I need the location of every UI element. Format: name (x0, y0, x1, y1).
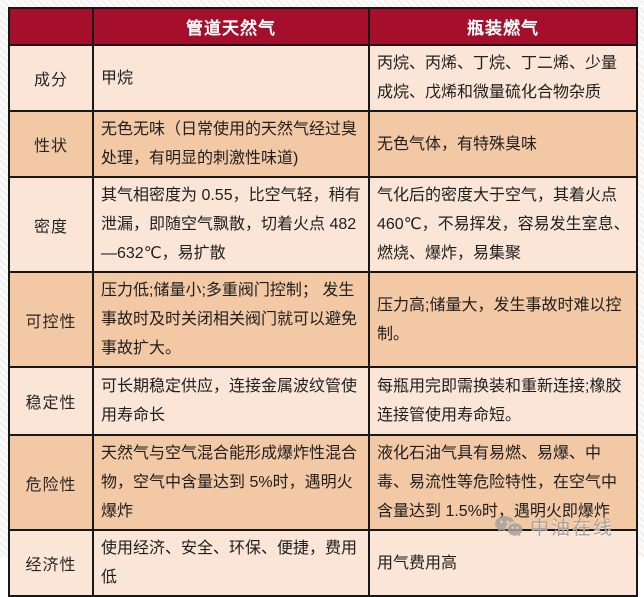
cell-pipeline-stability: 可长期稳定供应，连接金属波纹管使用寿命长 (92, 366, 370, 436)
table-row: 危险性 天然气与空气混合能形成爆炸性混合物，空气中含量达到 5%时，遇明火爆炸 … (8, 434, 638, 531)
header-bottled-gas: 瓶装燃气 (368, 7, 638, 46)
header-pipeline-gas: 管道天然气 (92, 7, 370, 46)
row-label-composition: 成分 (8, 44, 94, 112)
cell-pipeline-density: 其气相密度为 0.55，比空气轻，稍有泄漏，即随空气飘散，切着火点 482—63… (92, 176, 370, 273)
cell-bottled-composition: 丙烷、丙烯、丁烷、丁二烯、少量成烷、戊烯和微量硫化合物杂质 (368, 44, 638, 112)
cell-pipeline-danger: 天然气与空气混合能形成爆炸性混合物，空气中含量达到 5%时，遇明火爆炸 (92, 434, 370, 531)
header-corner-cell (8, 7, 94, 46)
watermark-text: 中油在线 (529, 518, 614, 539)
table-row: 可控性 压力低;储量小;多重阀门控制； 发生事故时及时关闭相关阀门就可以避免事故… (8, 271, 638, 368)
cell-bottled-controllability: 压力高;储量大，发生事故时难以控制。 (368, 271, 638, 368)
table-row: 成分 甲烷 丙烷、丙烯、丁烷、丁二烯、少量成烷、戊烯和微量硫化合物杂质 (8, 44, 638, 112)
cell-bottled-stability: 每瓶用完即需换装和重新连接;橡胶连接管使用寿命短。 (368, 366, 638, 436)
row-label-properties: 性状 (8, 110, 94, 178)
row-label-danger: 危险性 (8, 434, 94, 531)
cell-pipeline-controllability: 压力低;储量小;多重阀门控制； 发生事故时及时关闭相关阀门就可以避免事故扩大。 (92, 271, 370, 368)
row-label-density: 密度 (8, 176, 94, 273)
cell-bottled-properties: 无色气体，有特殊臭味 (368, 110, 638, 178)
cell-pipeline-composition: 甲烷 (92, 44, 370, 112)
cell-bottled-density: 气化后的密度大于空气，其着火点460℃，不易挥发，容易发生室息、燃烧、爆炸，易集… (368, 176, 638, 273)
cell-bottled-danger: 液化石油气具有易燃、易爆、中毒、易流性等危险特性，在空气中含量达到 1.5%时，… (368, 434, 638, 531)
cell-pipeline-economy: 使用经济、安全、环保、便捷，费用低 (92, 529, 370, 597)
wechat-logo-icon (494, 515, 523, 538)
table-row: 性状 无色无味（日常使用的天然气经过臭处理，有明显的刺激性味道) 无色气体，有特… (8, 110, 638, 178)
row-label-economy: 经济性 (8, 529, 94, 597)
row-label-controllability: 可控性 (8, 271, 94, 368)
row-label-stability: 稳定性 (8, 366, 94, 436)
table-row: 稳定性 可长期稳定供应，连接金属波纹管使用寿命长 每瓶用完即需换装和重新连接;橡… (8, 366, 638, 436)
table-row: 密度 其气相密度为 0.55，比空气轻，稍有泄漏，即随空气飘散，切着火点 482… (8, 176, 638, 273)
watermark: 中油在线 (494, 513, 614, 540)
table-header-row: 管道天然气 瓶装燃气 (8, 7, 638, 46)
gas-comparison-table: 管道天然气 瓶装燃气 成分 甲烷 丙烷、丙烯、丁烷、丁二烯、少量成烷、戊烯和微量… (8, 7, 638, 597)
cell-pipeline-properties: 无色无味（日常使用的天然气经过臭处理，有明显的刺激性味道) (92, 110, 370, 178)
